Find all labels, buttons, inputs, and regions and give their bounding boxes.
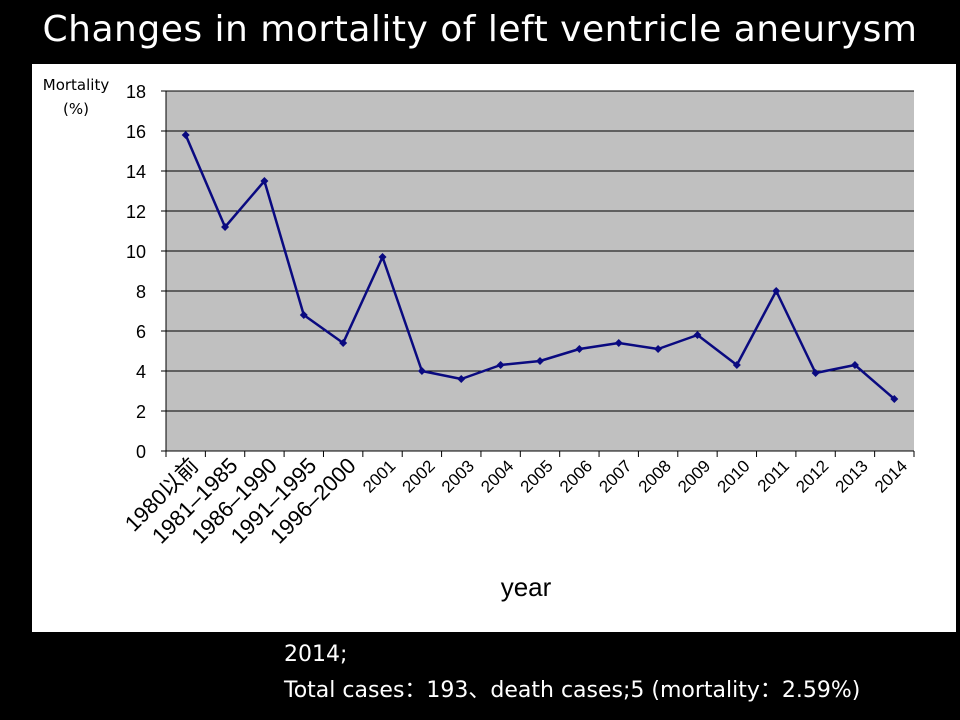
x-tick-label: 2007	[595, 456, 635, 496]
x-tick-label: 2011	[754, 456, 793, 495]
y-tick-label: 8	[136, 282, 146, 302]
y-tick-label: 16	[126, 122, 146, 142]
data-point	[378, 253, 387, 261]
y-axis-unit: (%)	[63, 100, 89, 118]
x-tick-label: 2013	[832, 456, 872, 496]
y-axis-label: Mortality	[43, 76, 110, 94]
data-point	[654, 345, 663, 353]
data-point	[496, 361, 505, 369]
data-point	[614, 339, 623, 347]
data-point	[811, 369, 820, 377]
data-point	[260, 177, 269, 185]
x-tick-label: 2014	[871, 456, 911, 496]
x-tick-label: 2008	[635, 456, 675, 496]
plot-area	[166, 91, 914, 451]
y-tick-label: 4	[136, 362, 146, 382]
x-tick-label: 2004	[477, 456, 517, 496]
data-point	[417, 367, 426, 375]
data-point	[221, 223, 230, 231]
data-point	[299, 311, 308, 319]
y-tick-label: 6	[136, 322, 146, 342]
x-tick-label: 2001	[359, 456, 399, 496]
data-point	[850, 361, 859, 369]
y-tick-label: 14	[126, 162, 146, 182]
data-point	[575, 345, 584, 353]
y-tick-label: 2	[136, 402, 146, 422]
y-tick-label: 18	[126, 82, 146, 102]
y-tick-label: 10	[126, 242, 146, 262]
note-year: 2014;	[284, 642, 348, 667]
line-chart: 0246810121416181980以前1981–19851986–19901…	[43, 76, 915, 602]
data-point	[181, 131, 190, 139]
x-tick-label: 2005	[517, 456, 557, 496]
y-tick-label: 0	[136, 442, 146, 462]
x-tick-label: 2006	[556, 456, 596, 496]
data-point	[536, 357, 544, 365]
data-point	[772, 287, 781, 295]
data-point	[339, 339, 348, 347]
data-point	[693, 331, 702, 339]
x-tick-label: 2003	[438, 456, 478, 496]
x-tick-label: 2002	[399, 456, 439, 496]
x-tick-label: 2009	[674, 456, 714, 496]
note-summary: Total cases：193、death cases;5 (mortality…	[284, 678, 861, 703]
data-point	[732, 361, 741, 369]
data-point	[457, 375, 466, 383]
data-point	[890, 395, 899, 403]
slide-title: Changes in mortality of left ventricle a…	[42, 9, 918, 50]
x-axis-label: year	[501, 572, 552, 602]
x-tick-label: 2010	[713, 456, 753, 496]
y-tick-label: 12	[126, 202, 146, 222]
chart-panel: 0 2 4 6 8 10 12 14 16 18 1980以前 1981–1985 1986–1990 1…	[32, 64, 956, 632]
x-tick-label: 2012	[792, 456, 832, 496]
